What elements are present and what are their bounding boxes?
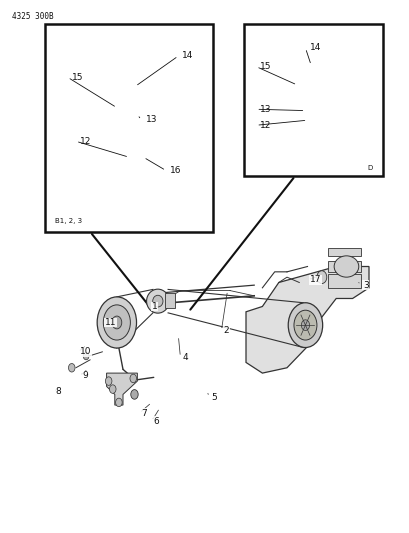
- Circle shape: [97, 297, 136, 348]
- Bar: [45, 24, 213, 232]
- Circle shape: [288, 303, 322, 348]
- Text: 10: 10: [80, 348, 91, 356]
- Text: 8: 8: [55, 387, 61, 396]
- Circle shape: [105, 377, 112, 385]
- Circle shape: [109, 385, 116, 393]
- Circle shape: [132, 81, 138, 90]
- Circle shape: [112, 316, 121, 329]
- Text: 4: 4: [182, 353, 188, 361]
- Text: 3: 3: [362, 281, 368, 289]
- Text: B1, 2, 3: B1, 2, 3: [55, 218, 82, 224]
- Circle shape: [126, 166, 136, 180]
- Bar: [137, 99, 147, 120]
- Circle shape: [312, 109, 318, 116]
- Circle shape: [83, 352, 89, 360]
- Text: 7: 7: [141, 409, 147, 417]
- Text: 11: 11: [104, 318, 116, 327]
- Text: 4325 300B: 4325 300B: [12, 12, 54, 21]
- Text: 15: 15: [72, 73, 83, 82]
- Text: 6: 6: [153, 417, 159, 425]
- Text: 13: 13: [260, 105, 271, 114]
- Text: 13: 13: [145, 116, 157, 124]
- Circle shape: [303, 115, 310, 124]
- Ellipse shape: [153, 295, 163, 307]
- Text: 12: 12: [80, 137, 91, 146]
- Circle shape: [115, 398, 122, 407]
- Bar: [317, 81, 323, 92]
- Circle shape: [103, 305, 130, 340]
- Bar: [128, 96, 138, 165]
- Text: 14: 14: [309, 44, 320, 52]
- Circle shape: [308, 62, 313, 68]
- Text: 2: 2: [223, 326, 229, 335]
- Text: D: D: [367, 165, 372, 171]
- Polygon shape: [245, 266, 368, 373]
- Circle shape: [316, 271, 326, 284]
- Text: 16: 16: [170, 166, 181, 175]
- Text: 5: 5: [211, 393, 216, 401]
- Ellipse shape: [146, 289, 169, 313]
- Ellipse shape: [299, 70, 318, 101]
- Circle shape: [130, 374, 136, 383]
- Bar: [327, 274, 360, 288]
- Bar: [302, 101, 316, 113]
- Text: 14: 14: [182, 52, 193, 60]
- Bar: [327, 261, 360, 272]
- Circle shape: [303, 77, 315, 94]
- Polygon shape: [106, 373, 137, 405]
- Circle shape: [301, 320, 309, 330]
- Ellipse shape: [333, 256, 358, 277]
- Circle shape: [139, 152, 147, 163]
- Text: 17: 17: [309, 276, 320, 284]
- Text: 9: 9: [82, 372, 88, 380]
- Circle shape: [117, 100, 131, 119]
- Text: 12: 12: [260, 121, 271, 130]
- Circle shape: [130, 390, 138, 399]
- Bar: [165, 293, 175, 308]
- Circle shape: [68, 364, 75, 372]
- Text: 1: 1: [151, 302, 157, 311]
- Text: 15: 15: [260, 62, 271, 71]
- Bar: [327, 248, 360, 256]
- Bar: [243, 24, 382, 176]
- Ellipse shape: [113, 93, 135, 125]
- Bar: [125, 152, 145, 165]
- Circle shape: [293, 310, 316, 340]
